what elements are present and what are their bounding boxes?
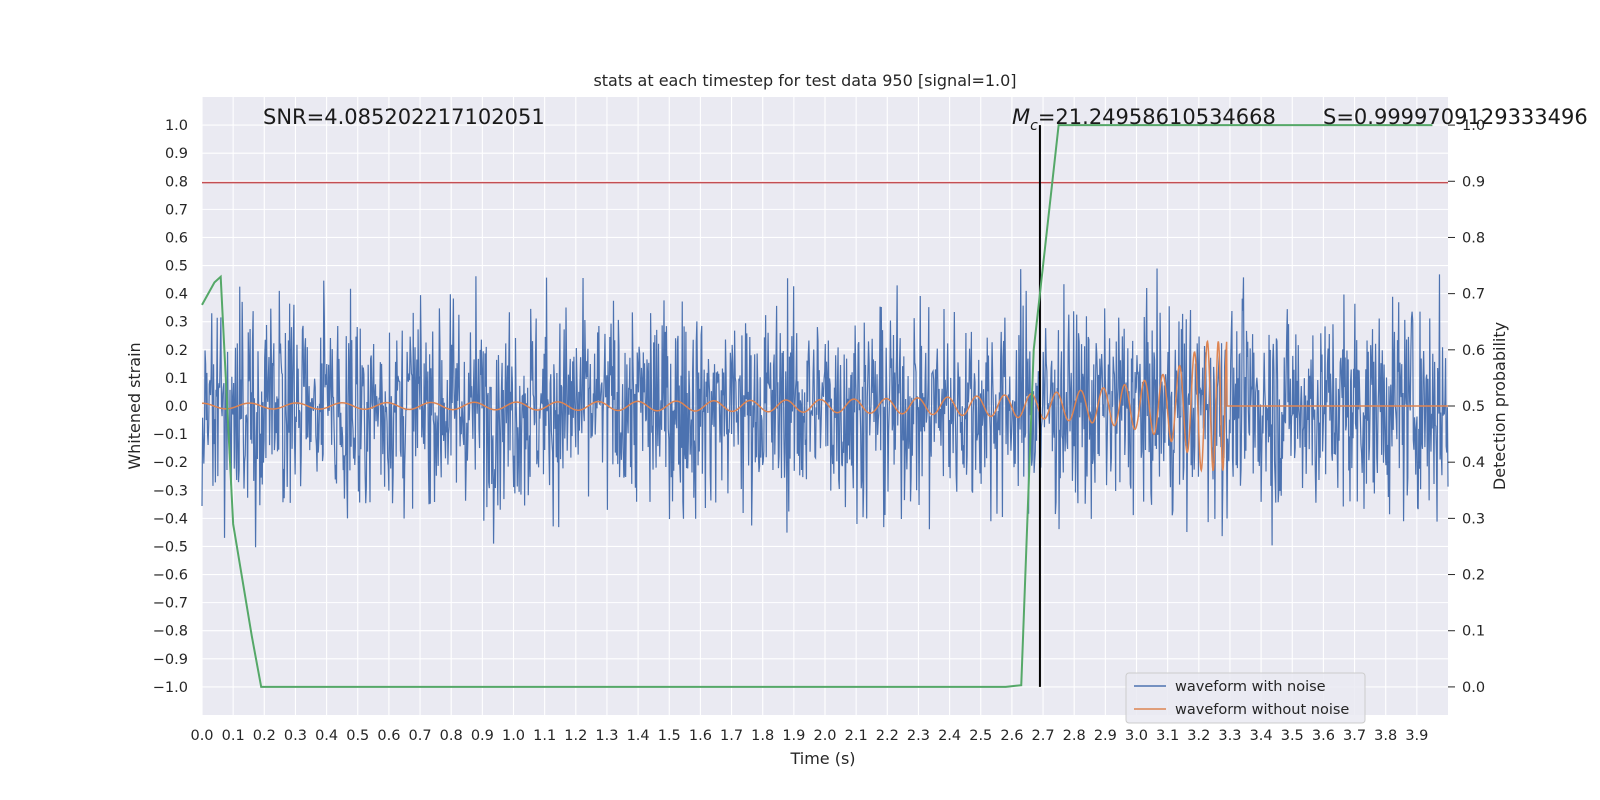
- y-axis-label: Whitened strain: [125, 342, 144, 469]
- legend: waveform with noise waveform without noi…: [1125, 672, 1366, 724]
- series-waveform-without-noise: [202, 339, 1448, 473]
- x-tick-label: 1.6: [689, 728, 712, 744]
- x-tick-label: 1.7: [720, 728, 743, 744]
- right-y-tick-label: 0.5: [1462, 399, 1485, 415]
- series-detection-probability: [201, 124, 1433, 688]
- y-tick-label: −1.0: [153, 680, 188, 696]
- x-tick-label: 2.2: [876, 728, 899, 744]
- right-y-tick-label: 0.7: [1462, 287, 1485, 303]
- x-tick-label: 0.6: [377, 728, 400, 744]
- x-tick-label: 3.7: [1343, 728, 1366, 744]
- x-axis-label: Time (s): [789, 749, 855, 768]
- y-tick-label: −0.7: [153, 596, 188, 612]
- y-tick-label: 0.6: [165, 230, 188, 246]
- x-tick-label: 0.7: [409, 728, 432, 744]
- y-tick-label: 0.3: [165, 315, 188, 331]
- chirp-mass-symbol: M: [1012, 105, 1030, 129]
- waveform-without-noise-line: [202, 339, 1448, 473]
- s-annotation: S=0.9999709129333496: [1323, 105, 1588, 129]
- y-tick-label: 0.4: [165, 287, 188, 303]
- x-axis-ticks: 0.0 0.1 0.2 0.3 0.4 0.5 0.6 0.7 0.8 0.9 1.0 1.1 1.2 1…: [190, 728, 1428, 744]
- y-tick-label: −0.2: [153, 455, 188, 471]
- x-tick-label: 2.0: [813, 728, 836, 744]
- y-tick-label: 0.2: [165, 343, 188, 359]
- x-tick-label: 0.9: [471, 728, 494, 744]
- x-tick-label: 3.8: [1374, 728, 1397, 744]
- y-tick-label: 0.7: [165, 202, 188, 218]
- x-tick-label: 0.2: [253, 728, 276, 744]
- x-tick-label: 1.2: [564, 728, 587, 744]
- x-tick-label: 3.9: [1405, 728, 1428, 744]
- y-tick-label: −0.8: [153, 624, 188, 640]
- legend-box: [1125, 672, 1366, 724]
- x-tick-label: 1.8: [751, 728, 774, 744]
- x-tick-label: 3.2: [1187, 728, 1210, 744]
- right-y-axis-label: Detection probability: [1490, 322, 1509, 490]
- right-y-tick-label: 0.3: [1462, 511, 1485, 527]
- legend-label-noise: waveform with noise: [1175, 679, 1326, 695]
- y-tick-label: −0.6: [153, 568, 188, 584]
- chirp-mass-subscript: c: [1030, 118, 1038, 134]
- x-tick-label: 3.1: [1156, 728, 1179, 744]
- y-tick-label: 0.1: [165, 371, 188, 387]
- y-tick-label: −0.3: [153, 483, 188, 499]
- chart-title: stats at each timestep for test data 950…: [593, 71, 1016, 90]
- x-tick-label: 2.6: [1000, 728, 1023, 744]
- x-tick-label: 2.7: [1032, 728, 1055, 744]
- x-tick-label: 2.8: [1063, 728, 1086, 744]
- y-tick-label: 0.0: [165, 399, 188, 415]
- x-tick-label: 3.6: [1312, 728, 1335, 744]
- y-tick-label: −0.9: [153, 652, 188, 668]
- right-y-tick-label: 0.8: [1462, 230, 1485, 246]
- right-y-tick-label: 0.9: [1462, 174, 1485, 190]
- y-tick-label: −0.5: [153, 539, 188, 555]
- x-tick-label: 3.0: [1125, 728, 1148, 744]
- y-tick-label: 0.5: [165, 259, 188, 275]
- x-tick-label: 3.4: [1250, 728, 1273, 744]
- x-tick-label: 1.4: [627, 728, 650, 744]
- x-tick-label: 3.3: [1218, 728, 1241, 744]
- x-tick-label: 0.4: [315, 728, 338, 744]
- x-tick-label: 3.5: [1281, 728, 1304, 744]
- right-y-tick-label: 1.0: [1462, 118, 1485, 134]
- series-waveform-with-noise: [201, 268, 1449, 548]
- x-tick-label: 1.1: [533, 728, 556, 744]
- right-y-tick-label: 0.1: [1462, 624, 1485, 640]
- y-tick-label: 0.9: [165, 146, 188, 162]
- y-axis-ticks: 1.0 0.9 0.8 0.7 0.6 0.5 0.4 0.3 0.2 0.1 0.0 −0.1 −0.…: [153, 118, 188, 696]
- x-tick-label: 1.0: [502, 728, 525, 744]
- right-y-axis-ticks: 1.0 0.9 0.8 0.7 0.6 0.5 0.4 0.3 0.2 0.1 0.0: [1448, 118, 1485, 696]
- x-tick-label: 0.8: [440, 728, 463, 744]
- y-tick-label: −0.4: [153, 511, 188, 527]
- right-y-tick-label: 0.2: [1462, 568, 1485, 584]
- waveform-with-noise-line: [201, 268, 1449, 548]
- y-tick-label: 0.8: [165, 174, 188, 190]
- detection-probability-line: [201, 124, 1433, 688]
- x-tick-label: 2.4: [938, 728, 961, 744]
- chirp-mass-annotation: Mc=21.24958610534668: [1012, 105, 1276, 134]
- right-y-tick-label: 0.4: [1462, 455, 1485, 471]
- x-tick-label: 0.5: [346, 728, 369, 744]
- y-tick-label: −0.1: [153, 427, 188, 443]
- right-y-tick-label: 0.0: [1462, 680, 1485, 696]
- x-tick-label: 0.3: [284, 728, 307, 744]
- legend-label-chirp: waveform without noise: [1175, 702, 1349, 718]
- y-tick-label: 1.0: [165, 118, 188, 134]
- x-tick-label: 1.3: [595, 728, 618, 744]
- chirp-mass-value: =21.24958610534668: [1038, 105, 1276, 129]
- snr-annotation: SNR=4.085202217102051: [263, 105, 545, 129]
- x-tick-label: 1.9: [782, 728, 805, 744]
- x-tick-label: 0.1: [222, 728, 245, 744]
- x-tick-label: 2.1: [845, 728, 868, 744]
- x-tick-label: 2.3: [907, 728, 930, 744]
- x-tick-label: 2.5: [969, 728, 992, 744]
- x-tick-label: 1.5: [658, 728, 681, 744]
- x-tick-label: 2.9: [1094, 728, 1117, 744]
- right-y-tick-label: 0.6: [1462, 343, 1485, 359]
- x-tick-label: 0.0: [190, 728, 213, 744]
